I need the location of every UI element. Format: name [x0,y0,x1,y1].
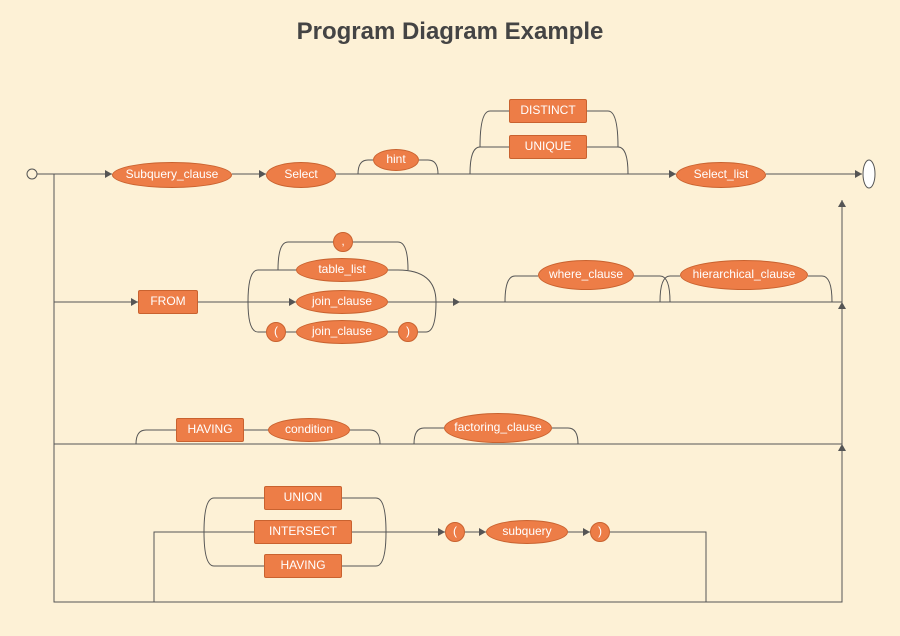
node-label: UNIQUE [525,140,572,153]
node-label: , [341,235,344,248]
node-label: FROM [150,295,185,308]
node-label: ) [406,325,410,338]
node-factoring_clause: factoring_clause [444,413,552,443]
node-label: hint [386,153,405,166]
page-title: Program Diagram Example [0,18,900,46]
node-union: UNION [264,486,342,510]
node-label: join_clause [312,325,372,338]
node-join_clause1: join_clause [296,290,388,314]
node-table_list: table_list [296,258,388,282]
node-label: ) [598,525,602,538]
node-having2: HAVING [264,554,342,578]
node-label: factoring_clause [454,421,541,434]
node-label: subquery [502,525,551,538]
node-label: table_list [318,263,365,276]
node-label: ( [453,525,457,538]
node-unique: UNIQUE [509,135,587,159]
node-label: where_clause [549,268,623,281]
node-label: HAVING [187,423,232,436]
node-comma: , [333,232,353,252]
node-subquery_clause: Subquery_clause [112,162,232,188]
node-label: ( [274,325,278,338]
node-lparen1: ( [266,322,286,342]
node-label: Subquery_clause [126,168,219,181]
node-subquery: subquery [486,520,568,544]
node-label: hierarchical_clause [693,268,796,281]
node-where_clause: where_clause [538,260,634,290]
node-label: condition [285,423,333,436]
node-distinct: DISTINCT [509,99,587,123]
node-hint: hint [373,149,419,171]
node-rparen2: ) [590,522,610,542]
node-label: join_clause [312,295,372,308]
node-label: Select_list [694,168,749,181]
node-label: HAVING [280,559,325,572]
node-rparen1: ) [398,322,418,342]
node-having1: HAVING [176,418,244,442]
node-label: INTERSECT [269,525,337,538]
node-hierarchical_clause: hierarchical_clause [680,260,808,290]
node-select: Select [266,162,336,188]
node-label: UNION [284,491,323,504]
node-select_list: Select_list [676,162,766,188]
node-label: Select [284,168,317,181]
node-from: FROM [138,290,198,314]
node-condition: condition [268,418,350,442]
node-label: DISTINCT [520,104,575,117]
node-intersect: INTERSECT [254,520,352,544]
node-join_clause2: join_clause [296,320,388,344]
node-lparen2: ( [445,522,465,542]
